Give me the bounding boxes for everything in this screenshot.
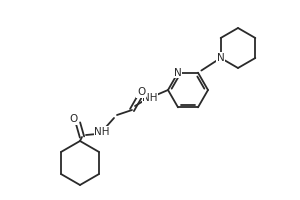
Text: N: N [217,53,225,63]
Text: NH: NH [142,93,158,103]
Text: NH: NH [94,127,110,137]
Text: O: O [137,87,145,97]
Text: O: O [70,114,78,124]
Text: N: N [174,68,182,78]
